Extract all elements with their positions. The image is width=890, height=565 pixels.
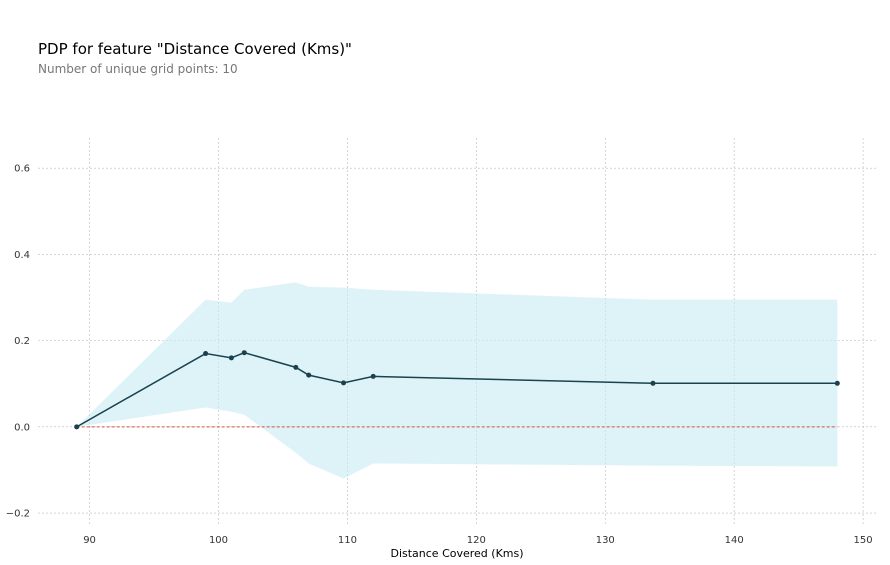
- pdp-line: [76, 351, 838, 428]
- x-tick-label: 90: [83, 535, 96, 546]
- y-tick-label: −0.2: [6, 509, 30, 520]
- x-tick-label: 120: [467, 535, 486, 546]
- pdp-point: [241, 350, 247, 356]
- pdp-point: [306, 372, 312, 378]
- x-tick-label: 100: [209, 535, 228, 546]
- pdp-point: [650, 380, 656, 386]
- y-tick-label: 0.6: [14, 164, 30, 175]
- confidence-band: [76, 282, 838, 479]
- x-tick-label: 150: [854, 535, 873, 546]
- pdp-point: [370, 373, 376, 379]
- pdp-point: [834, 380, 840, 386]
- x-tick-label: 110: [338, 535, 357, 546]
- x-axis-label: Distance Covered (Kms): [390, 547, 523, 560]
- pdp-point: [74, 424, 80, 430]
- chart-subtitle: Number of unique grid points: 10: [38, 62, 238, 76]
- pdp-point: [228, 355, 234, 361]
- x-tick-label: 130: [596, 535, 615, 546]
- y-tick-label: 0.0: [14, 422, 30, 433]
- pdp-point: [293, 364, 299, 370]
- y-tick-label: 0.4: [14, 250, 30, 261]
- chart-title: PDP for feature "Distance Covered (Kms)": [38, 40, 352, 58]
- y-axis-ticks: −0.2 0.0 0.2 0.4 0.6: [6, 164, 30, 520]
- pdp-point: [203, 351, 209, 357]
- x-tick-label: 140: [725, 535, 744, 546]
- x-axis-ticks: 90 100 110 120 130 140 150: [83, 535, 872, 546]
- pdp-points: [74, 350, 840, 430]
- pdp-point: [341, 380, 347, 386]
- y-tick-label: 0.2: [14, 336, 30, 347]
